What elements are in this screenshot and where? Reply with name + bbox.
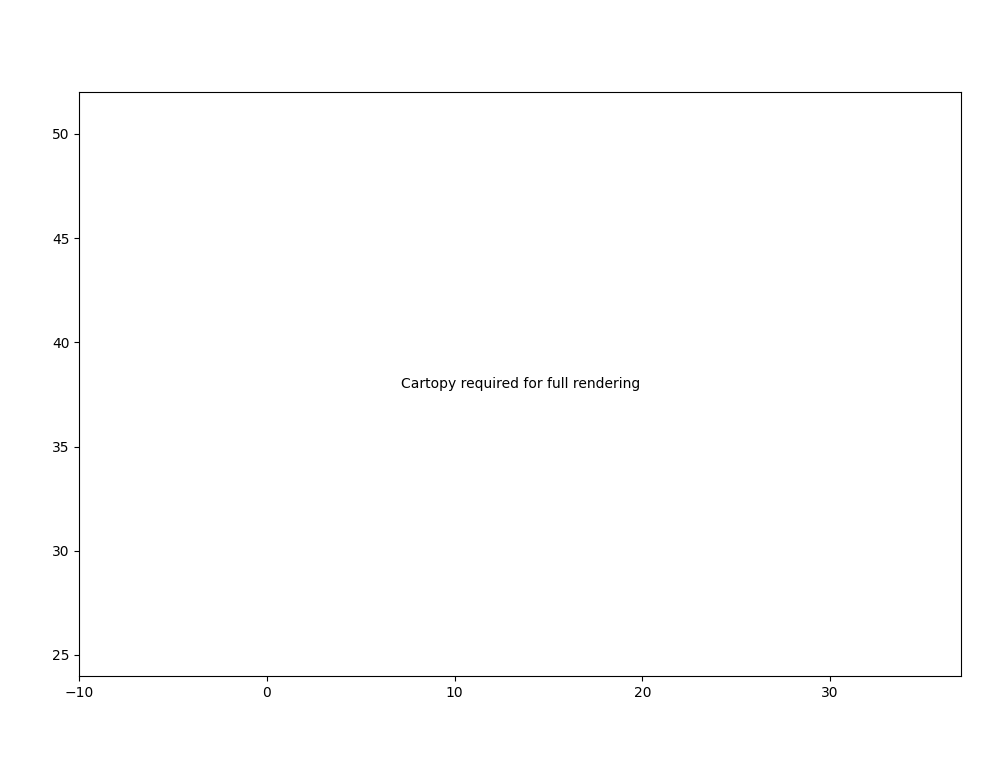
Text: Cartopy required for full rendering: Cartopy required for full rendering [400,377,640,391]
